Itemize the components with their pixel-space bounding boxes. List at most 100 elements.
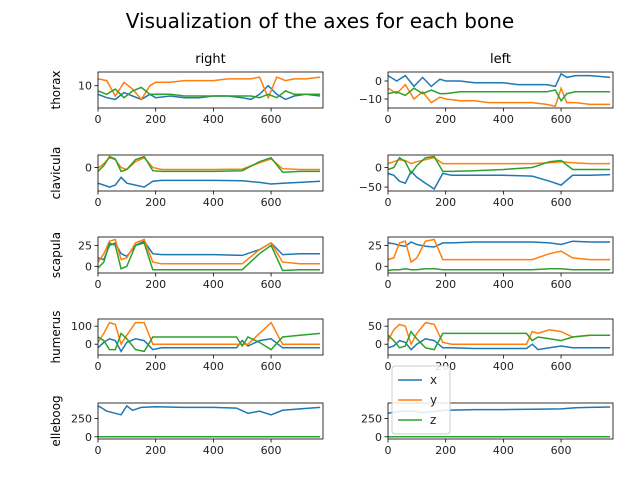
panel-elleboog-right: 0 200 400 600 0 250 — [71, 402, 324, 457]
y-tick-label: 0 — [85, 260, 92, 273]
x-tick-label: 0 — [385, 113, 392, 126]
x-tick-label: 0 — [95, 444, 102, 457]
axes-frame — [97, 154, 324, 192]
series-line-z — [98, 86, 321, 99]
axes-frame — [387, 402, 614, 440]
series-line-y — [388, 321, 611, 347]
series-line-x — [388, 72, 611, 88]
x-tick-label: 200 — [145, 360, 166, 373]
panel-scapula-left: 0 200 400 600 0 25 — [368, 236, 614, 291]
y-tick-label: −50 — [359, 181, 382, 194]
series-line-y — [388, 238, 611, 264]
series-line-x — [388, 240, 611, 248]
x-tick-label: 400 — [203, 444, 224, 457]
x-tick-label: 0 — [95, 278, 102, 291]
y-tick-label: 25 — [368, 239, 382, 252]
x-tick-label: 0 — [385, 360, 392, 373]
x-tick-label: 400 — [493, 278, 514, 291]
y-tick-label: 0 — [85, 431, 92, 444]
panel-humerus-right: 0 200 400 600 0 100 — [71, 318, 324, 373]
x-tick-label: 400 — [493, 444, 514, 457]
series-line-z — [98, 155, 321, 173]
y-tick-label: 250 — [361, 412, 382, 425]
y-tick-label: 0 — [85, 162, 92, 175]
x-tick-label: 600 — [261, 278, 282, 291]
y-tick-label: 0 — [85, 338, 92, 351]
x-tick-label: 600 — [261, 444, 282, 457]
axes-frame — [387, 236, 614, 274]
x-tick-label: 0 — [385, 278, 392, 291]
y-tick-label: 50 — [368, 320, 382, 333]
x-tick-label: 400 — [493, 113, 514, 126]
row-label-scapula: scapula — [49, 232, 63, 278]
y-tick-label: 0 — [375, 75, 382, 88]
series-line-y — [98, 238, 321, 265]
x-tick-label: 200 — [435, 444, 456, 457]
row-label-elleboog: elleboog — [49, 395, 63, 446]
y-tick-label: 10 — [78, 80, 92, 93]
x-tick-label: 200 — [435, 113, 456, 126]
x-tick-label: 600 — [551, 444, 572, 457]
x-tick-label: 0 — [95, 113, 102, 126]
x-tick-label: 0 — [385, 444, 392, 457]
legend-label-z: z — [430, 413, 436, 427]
series-line-y — [98, 321, 321, 347]
series-line-z — [388, 330, 611, 351]
y-tick-label: 0 — [375, 431, 382, 444]
x-tick-label: 0 — [95, 196, 102, 209]
panel-scapula-right: 0 200 400 600 0 25 — [78, 236, 324, 291]
x-tick-label: 600 — [551, 360, 572, 373]
column-title-right: right — [195, 52, 226, 67]
series-line-z — [388, 268, 611, 272]
y-tick-label: −10 — [359, 93, 382, 106]
axes-frame — [387, 71, 614, 109]
x-tick-label: 400 — [203, 196, 224, 209]
y-tick-label: 25 — [78, 239, 92, 252]
x-tick-label: 600 — [551, 196, 572, 209]
x-tick-label: 600 — [261, 196, 282, 209]
axes-frame — [387, 154, 614, 192]
axes-frame — [97, 71, 324, 109]
x-tick-label: 200 — [435, 196, 456, 209]
x-tick-label: 200 — [145, 113, 166, 126]
panel-clavicula-right: 0 200 400 600 0 — [85, 154, 324, 209]
axes-frame — [97, 236, 324, 274]
x-tick-label: 400 — [493, 360, 514, 373]
panel-thorax-right: 0 200 400 600 10 — [78, 71, 324, 126]
x-tick-label: 200 — [435, 278, 456, 291]
x-tick-label: 0 — [385, 196, 392, 209]
x-tick-label: 200 — [145, 278, 166, 291]
series-line-x — [388, 170, 611, 191]
row-label-clavicula: clavicula — [49, 147, 63, 200]
x-tick-label: 600 — [551, 278, 572, 291]
y-tick-label: 100 — [71, 320, 92, 333]
series-line-z — [98, 241, 321, 272]
series-line-z — [98, 332, 321, 353]
y-tick-label: 0 — [375, 260, 382, 273]
x-tick-label: 400 — [493, 196, 514, 209]
x-tick-label: 600 — [261, 113, 282, 126]
axes-frame — [387, 318, 614, 356]
series-line-x — [98, 337, 321, 353]
series-line-z — [388, 155, 611, 175]
series-line-x — [98, 176, 321, 188]
axes-frame — [97, 318, 324, 356]
x-tick-label: 400 — [203, 360, 224, 373]
legend-label-x: x — [430, 373, 437, 387]
x-tick-label: 600 — [261, 360, 282, 373]
y-tick-label: 0 — [375, 338, 382, 351]
row-label-thorax: thorax — [49, 70, 63, 109]
legend: xyz — [391, 365, 451, 435]
legend-label-y: y — [430, 393, 437, 407]
x-tick-label: 200 — [145, 196, 166, 209]
x-tick-label: 400 — [203, 278, 224, 291]
series-line-z — [388, 87, 611, 103]
column-title-left: left — [490, 52, 511, 67]
y-tick-label: 250 — [71, 412, 92, 425]
figure-title: Visualization of the axes for each bone — [126, 9, 514, 33]
row-label-humerus: humerus — [49, 310, 63, 363]
x-tick-label: 200 — [145, 444, 166, 457]
